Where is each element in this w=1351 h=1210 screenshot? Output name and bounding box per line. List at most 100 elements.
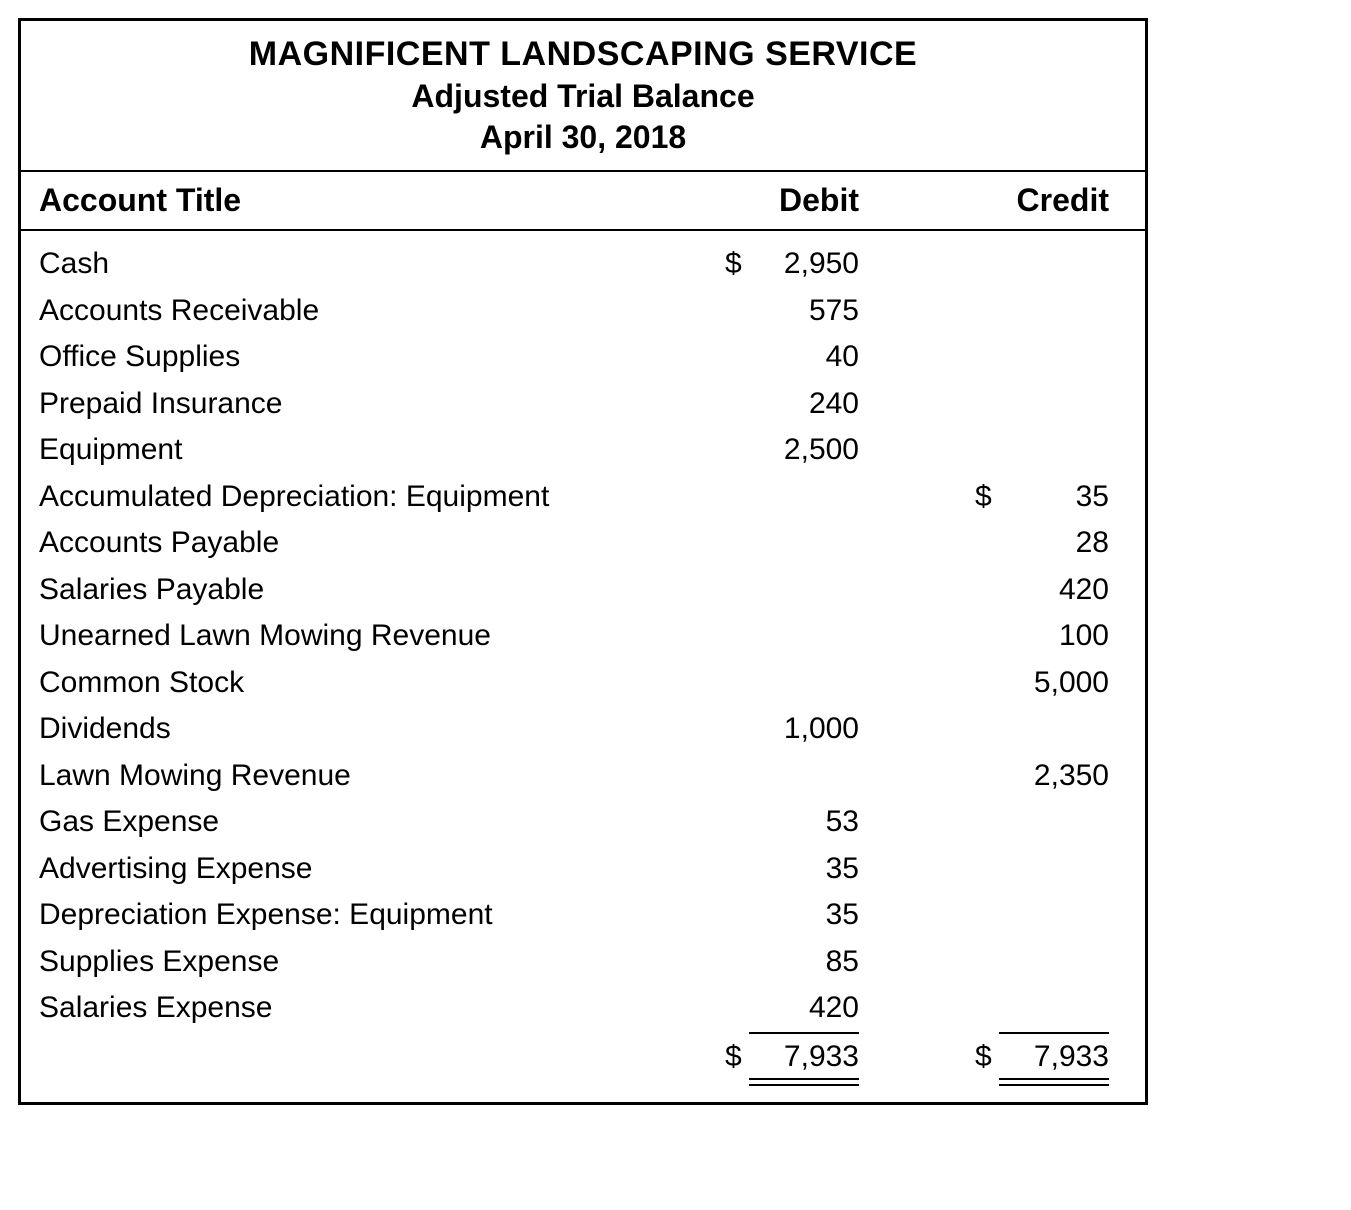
account-title: Supplies Expense — [39, 939, 629, 986]
account-title: Salaries Payable — [39, 567, 629, 614]
column-headers: Account Title Debit Credit — [21, 172, 1145, 231]
amount-value: 2,500 — [749, 427, 859, 474]
credit-cell — [859, 381, 1109, 428]
credit-cell — [859, 985, 1109, 1032]
amount-value: 53 — [749, 799, 859, 846]
report-date: April 30, 2018 — [31, 119, 1135, 156]
table-row: Accounts Receivable 575 — [39, 288, 1127, 335]
debit-cell: 575 — [629, 288, 859, 335]
amount-value: 40 — [749, 334, 859, 381]
table-row: Accumulated Depreciation: Equipment $35 — [39, 474, 1127, 521]
account-title: Gas Expense — [39, 799, 629, 846]
credit-cell: 5,000 — [859, 660, 1109, 707]
debit-cell — [629, 567, 859, 614]
credit-cell — [859, 706, 1109, 753]
totals-title — [39, 1032, 629, 1087]
col-header-credit: Credit — [859, 182, 1109, 219]
debit-cell: 35 — [629, 892, 859, 939]
table-row: Accounts Payable 28 — [39, 520, 1127, 567]
account-title: Lawn Mowing Revenue — [39, 753, 629, 800]
account-title: Unearned Lawn Mowing Revenue — [39, 613, 629, 660]
account-title: Accumulated Depreciation: Equipment — [39, 474, 629, 521]
amount-value: 35 — [999, 474, 1109, 521]
credit-cell — [859, 427, 1109, 474]
debit-cell — [629, 753, 859, 800]
credit-cell: $35 — [859, 474, 1109, 521]
account-title: Depreciation Expense: Equipment — [39, 892, 629, 939]
totals-credit: $7,933 — [859, 1032, 1109, 1087]
credit-cell — [859, 799, 1109, 846]
amount-value: 575 — [749, 288, 859, 335]
account-title: Advertising Expense — [39, 846, 629, 893]
debit-cell — [629, 613, 859, 660]
credit-cell — [859, 892, 1109, 939]
debit-cell — [629, 660, 859, 707]
account-title: Accounts Receivable — [39, 288, 629, 335]
debit-cell: 85 — [629, 939, 859, 986]
debit-cell: 2,500 — [629, 427, 859, 474]
amount-value: 240 — [749, 381, 859, 428]
col-header-account-title: Account Title — [39, 182, 629, 219]
table-row: Depreciation Expense: Equipment 35 — [39, 892, 1127, 939]
credit-cell: 100 — [859, 613, 1109, 660]
table-row: Supplies Expense 85 — [39, 939, 1127, 986]
table-row: Common Stock5,000 — [39, 660, 1127, 707]
col-header-debit: Debit — [629, 182, 859, 219]
account-title: Cash — [39, 241, 629, 288]
debit-cell — [629, 520, 859, 567]
table-row: Office Supplies 40 — [39, 334, 1127, 381]
amount-value: 2,950 — [749, 241, 859, 288]
table-row: Gas Expense 53 — [39, 799, 1127, 846]
credit-cell: 2,350 — [859, 753, 1109, 800]
credit-cell — [859, 241, 1109, 288]
account-title: Equipment — [39, 427, 629, 474]
currency-symbol: $ — [975, 1034, 999, 1081]
amount-value: 100 — [999, 613, 1109, 660]
currency-symbol: $ — [725, 1034, 749, 1081]
debit-cell: 53 — [629, 799, 859, 846]
account-title: Accounts Payable — [39, 520, 629, 567]
totals-row: $7,933$7,933 — [39, 1032, 1127, 1087]
account-title: Office Supplies — [39, 334, 629, 381]
amount-value: 2,350 — [999, 753, 1109, 800]
amount-value: 35 — [749, 846, 859, 893]
currency-symbol: $ — [975, 474, 999, 521]
table-row: Dividends 1,000 — [39, 706, 1127, 753]
credit-cell — [859, 288, 1109, 335]
amount-value: 420 — [999, 567, 1109, 614]
amount-value: 85 — [749, 939, 859, 986]
debit-cell: 420 — [629, 985, 859, 1032]
amount-value: 7,933 — [999, 1032, 1109, 1087]
credit-cell: 420 — [859, 567, 1109, 614]
amount-value: 1,000 — [749, 706, 859, 753]
table-row: Prepaid Insurance 240 — [39, 381, 1127, 428]
amount-value: 28 — [999, 520, 1109, 567]
amount-value: 420 — [749, 985, 859, 1032]
account-title: Prepaid Insurance — [39, 381, 629, 428]
rows-container: Cash$2,950Accounts Receivable575Office S… — [21, 231, 1145, 1102]
debit-cell: 35 — [629, 846, 859, 893]
table-row: Lawn Mowing Revenue 2,350 — [39, 753, 1127, 800]
table-row: Equipment 2,500 — [39, 427, 1127, 474]
table-row: Cash $2,950 — [39, 241, 1127, 288]
statement-header: MAGNIFICENT LANDSCAPING SERVICE Adjusted… — [21, 21, 1145, 172]
debit-cell: 240 — [629, 381, 859, 428]
account-title: Salaries Expense — [39, 985, 629, 1032]
debit-cell: 1,000 — [629, 706, 859, 753]
currency-symbol: $ — [725, 241, 749, 288]
amount-value: 5,000 — [999, 660, 1109, 707]
table-row: Advertising Expense 35 — [39, 846, 1127, 893]
totals-debit: $7,933 — [629, 1032, 859, 1087]
company-name: MAGNIFICENT LANDSCAPING SERVICE — [31, 35, 1135, 74]
credit-cell — [859, 334, 1109, 381]
account-title: Dividends — [39, 706, 629, 753]
amount-value: 7,933 — [749, 1032, 859, 1087]
table-row: Salaries Payable 420 — [39, 567, 1127, 614]
report-title: Adjusted Trial Balance — [31, 78, 1135, 115]
amount-value: 35 — [749, 892, 859, 939]
trial-balance-statement: MAGNIFICENT LANDSCAPING SERVICE Adjusted… — [18, 18, 1148, 1105]
table-row: Unearned Lawn Mowing Revenue 100 — [39, 613, 1127, 660]
debit-cell — [629, 474, 859, 521]
debit-cell: 40 — [629, 334, 859, 381]
credit-cell — [859, 939, 1109, 986]
